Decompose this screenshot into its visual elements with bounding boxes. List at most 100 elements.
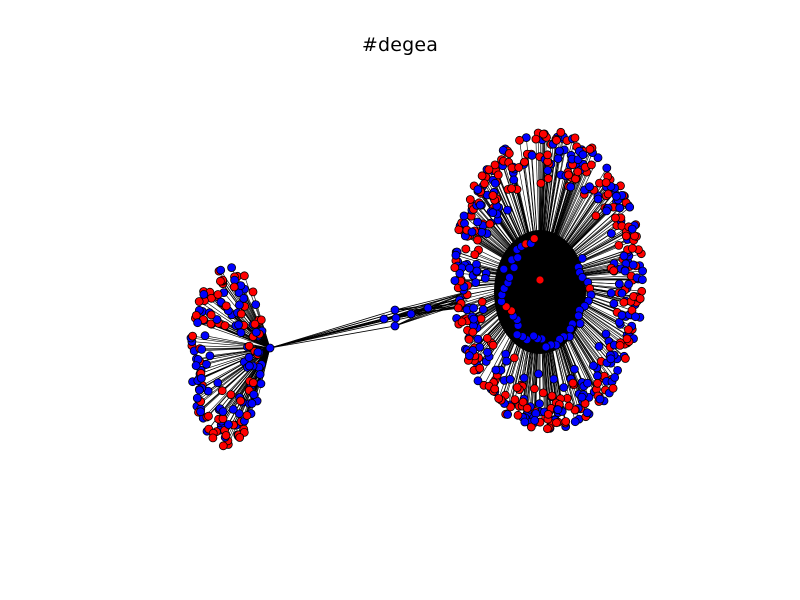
node-red (518, 397, 528, 407)
node-blue (617, 310, 627, 320)
node-blue (519, 373, 529, 383)
node-red (513, 410, 523, 420)
node-red (475, 363, 485, 373)
edge (394, 292, 465, 311)
node-blue (565, 324, 575, 334)
node-blue (197, 344, 207, 354)
edge (269, 325, 396, 349)
node-red (615, 340, 625, 350)
node-blue (570, 417, 580, 427)
node-blue (236, 328, 246, 338)
node-red (204, 411, 213, 421)
node-red (561, 417, 571, 426)
node-red (507, 184, 517, 193)
edge (269, 297, 462, 349)
node-blue (227, 263, 237, 273)
node-red (206, 310, 216, 320)
edge (219, 347, 271, 409)
node-blue (195, 385, 204, 395)
edge (269, 309, 396, 349)
node-red (248, 287, 258, 297)
node-red (543, 424, 552, 434)
node-red (585, 144, 595, 154)
node-blue (499, 264, 509, 274)
node-blue (216, 265, 226, 275)
node-blue (473, 185, 483, 195)
node-red (468, 327, 478, 337)
node-red (520, 157, 529, 167)
node-red (488, 340, 498, 350)
node-red (226, 390, 236, 400)
node-blue (577, 253, 587, 263)
node-red (256, 315, 266, 325)
node-blue (234, 300, 244, 310)
node-red (490, 384, 500, 394)
node-blue (549, 374, 559, 384)
node-blue (627, 224, 637, 234)
node-blue (553, 405, 563, 415)
node-red (244, 341, 254, 351)
node-blue (251, 300, 261, 310)
node-blue (595, 394, 605, 404)
node-red (236, 396, 246, 406)
node-blue (606, 354, 616, 364)
node-red (619, 297, 629, 307)
node-blue (625, 202, 635, 212)
node-red (470, 250, 480, 260)
node-red (494, 394, 504, 403)
node-red (614, 240, 624, 250)
node-blue (256, 379, 266, 389)
node-blue (379, 314, 389, 324)
node-blue (577, 392, 587, 402)
node-red (510, 353, 519, 363)
node-blue (218, 407, 228, 417)
node-red (573, 167, 583, 177)
node-blue (244, 352, 254, 362)
node-red (621, 231, 631, 241)
node-red (239, 271, 249, 281)
node-blue (391, 313, 401, 323)
node-red (530, 384, 539, 394)
node-blue (478, 305, 488, 314)
node-red (188, 331, 198, 341)
node-blue (228, 404, 238, 414)
node-blue (620, 266, 630, 276)
node-blue (472, 266, 482, 276)
node-blue (628, 260, 638, 270)
node-blue (593, 194, 603, 204)
node-blue (566, 182, 576, 192)
node-red (608, 383, 618, 393)
node-blue (582, 408, 592, 418)
node-blue (390, 305, 400, 315)
node-blue (423, 303, 433, 313)
node-blue (467, 227, 477, 237)
node-red (568, 378, 578, 388)
node-blue (213, 378, 223, 388)
node-red (539, 129, 548, 139)
node-red (529, 234, 539, 244)
node-red (250, 319, 260, 329)
node-blue (535, 399, 544, 409)
node-blue (239, 293, 249, 303)
node-blue (503, 410, 513, 419)
node-red (208, 433, 218, 443)
node-blue (212, 315, 222, 324)
node-blue (505, 272, 514, 282)
node-red (453, 303, 463, 313)
node-blue (543, 166, 553, 175)
node-red (482, 333, 492, 343)
node-blue (583, 378, 592, 388)
node-red (461, 244, 471, 254)
node-red (485, 219, 495, 229)
node-red (624, 325, 633, 335)
node-blue (578, 150, 588, 160)
figure-title: #degea (361, 34, 439, 56)
node-red (515, 135, 524, 145)
node-red (536, 178, 546, 188)
node-blue (601, 329, 611, 339)
node-red (236, 309, 246, 319)
node-blue (614, 279, 624, 289)
node-red (457, 317, 467, 327)
node-red (242, 411, 252, 420)
